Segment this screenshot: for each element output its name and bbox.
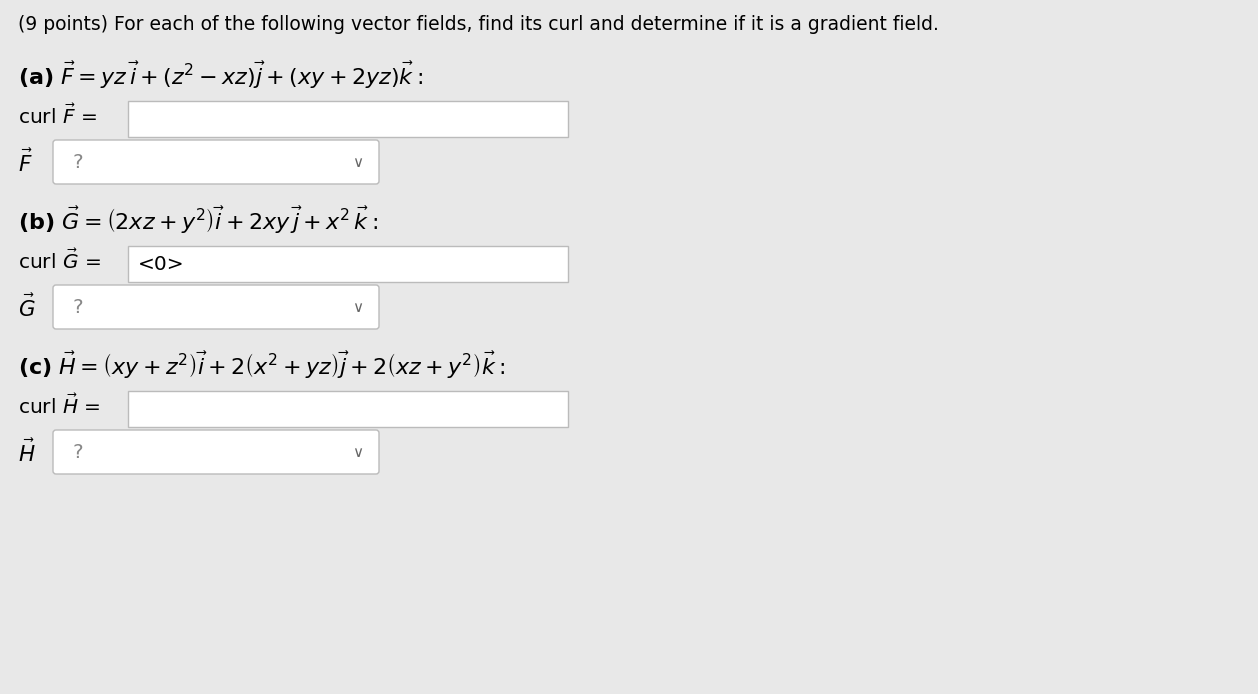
Text: $\mathbf{(b)}\ \vec{G} = \left(2xz + y^2\right)\vec{i} + 2xy\,\vec{j} + x^2\,\ve: $\mathbf{(b)}\ \vec{G} = \left(2xz + y^2… <box>18 205 377 236</box>
FancyBboxPatch shape <box>128 101 569 137</box>
Text: curl $\vec{F}$ =: curl $\vec{F}$ = <box>18 103 97 128</box>
Text: $\vec{H}$: $\vec{H}$ <box>18 439 35 466</box>
Text: ∨: ∨ <box>352 155 364 169</box>
FancyBboxPatch shape <box>53 285 379 329</box>
Text: $\vec{G}$: $\vec{G}$ <box>18 294 35 321</box>
Text: ?: ? <box>72 153 83 171</box>
Text: (9 points) For each of the following vector fields, find its curl and determine : (9 points) For each of the following vec… <box>18 15 938 34</box>
FancyBboxPatch shape <box>128 246 569 282</box>
Text: curl $\vec{G}$ =: curl $\vec{G}$ = <box>18 248 101 273</box>
FancyBboxPatch shape <box>53 140 379 184</box>
Text: $\mathbf{(a)}\ \vec{F} = yz\,\vec{i} + \left(z^2 - xz\right)\vec{j} + \left(xy +: $\mathbf{(a)}\ \vec{F} = yz\,\vec{i} + \… <box>18 60 423 91</box>
Text: curl $\vec{H}$ =: curl $\vec{H}$ = <box>18 393 101 418</box>
Text: ∨: ∨ <box>352 300 364 314</box>
FancyBboxPatch shape <box>128 391 569 427</box>
FancyBboxPatch shape <box>53 430 379 474</box>
Text: ?: ? <box>72 443 83 462</box>
Text: $\mathbf{(c)}\ \vec{H} = \left(xy + z^2\right)\vec{i} + 2\left(x^2 + yz\right)\v: $\mathbf{(c)}\ \vec{H} = \left(xy + z^2\… <box>18 350 506 381</box>
Text: ?: ? <box>72 298 83 316</box>
Text: ∨: ∨ <box>352 444 364 459</box>
Text: $\vec{F}$: $\vec{F}$ <box>18 149 33 176</box>
Text: <0>: <0> <box>138 255 185 273</box>
